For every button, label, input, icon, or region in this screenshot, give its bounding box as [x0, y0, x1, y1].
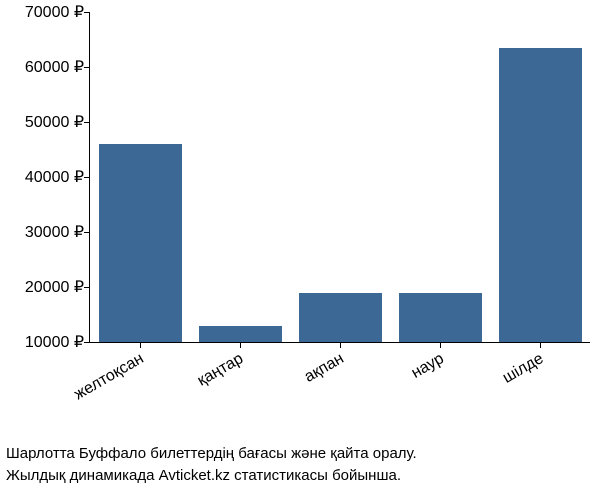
y-axis-label: 20000 ₽ — [25, 277, 90, 297]
y-axis-label: 50000 ₽ — [25, 112, 90, 132]
price-chart: 10000 ₽ 20000 ₽ 30000 ₽ 40000 ₽ 50000 ₽ 60000… — [0, 0, 600, 500]
plot-area: 10000 ₽20000 ₽30000 ₽40000 ₽50000 ₽60000… — [90, 12, 590, 342]
bar — [199, 326, 282, 343]
x-tick — [140, 342, 141, 348]
bar — [399, 293, 482, 343]
y-axis-label: 60000 ₽ — [25, 57, 90, 77]
chart-caption-line: Жылдық динамикада Avticket.kz статистика… — [6, 467, 401, 484]
x-tick — [540, 342, 541, 348]
bar — [299, 293, 382, 343]
x-axis-label: наур — [408, 350, 447, 383]
x-axis-label: ақпан — [301, 350, 347, 387]
x-tick — [240, 342, 241, 348]
bar — [99, 144, 182, 342]
x-axis-label: қаңтар — [195, 350, 247, 390]
chart-caption-line: Шарлотта Буффало билеттердің бағасы және… — [6, 445, 417, 462]
y-axis-label: 40000 ₽ — [25, 167, 90, 187]
x-axis-label: желтоқсан — [71, 350, 147, 404]
y-axis-label: 10000 ₽ — [25, 332, 90, 352]
x-tick — [340, 342, 341, 348]
x-tick — [440, 342, 441, 348]
x-axis-label: шілде — [500, 350, 547, 388]
y-axis-label: 30000 ₽ — [25, 222, 90, 242]
bar — [499, 48, 582, 342]
y-axis-label: 70000 ₽ — [25, 2, 90, 22]
